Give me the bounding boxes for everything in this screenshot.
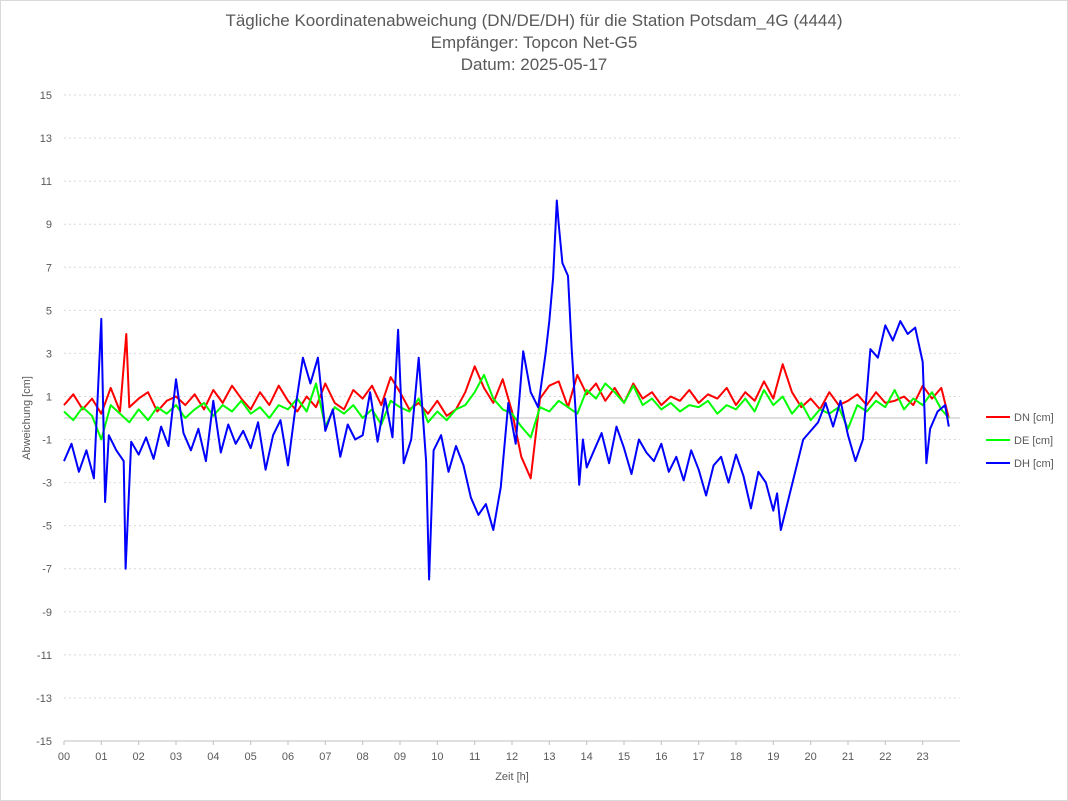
chart-title: Tägliche Koordinatenabweichung (DN/DE/DH…	[225, 11, 843, 30]
x-tick-label: 12	[506, 751, 518, 763]
x-tick-label: 04	[207, 751, 219, 763]
x-tick-label: 18	[730, 751, 742, 763]
series-line-dn	[63, 333, 950, 480]
y-tick-label: -7	[42, 564, 52, 576]
x-tick-label: 22	[879, 751, 891, 763]
x-tick-label: 08	[357, 751, 369, 763]
y-tick-label: -11	[37, 650, 52, 662]
y-tick-label: -9	[42, 607, 52, 619]
x-tick-label: 01	[95, 751, 107, 763]
chart-subtitle: Empfänger: Topcon Net-G5	[430, 33, 638, 52]
y-axis-ticks: 15 13 11 9 7 5 3 1 -1 -3 -5 -7 -9 -11 -13 -15	[36, 90, 52, 748]
y-tick-label: 7	[46, 262, 52, 274]
legend-entry: DE [cm]	[1014, 435, 1053, 447]
y-tick-label: 11	[41, 176, 52, 188]
y-tick-label: 3	[46, 348, 52, 360]
chart-date: Datum: 2025-05-17	[460, 55, 608, 74]
x-tick-label: 19	[767, 751, 779, 763]
legend-entry: DH [cm]	[1014, 458, 1054, 470]
y-tick-label: -3	[42, 478, 52, 490]
y-tick-label: 9	[46, 219, 52, 231]
legend: DN [cm] DE [cm] DH [cm]	[986, 412, 1054, 470]
series-line-dh	[63, 199, 950, 581]
x-tick-label: 17	[693, 751, 705, 763]
x-tick-label: 10	[431, 751, 443, 763]
x-tick-label: 21	[842, 751, 854, 763]
grid-lines	[64, 94, 960, 742]
y-tick-label: -13	[36, 693, 52, 705]
y-tick-label: -5	[42, 521, 52, 533]
x-axis-ticks: 00 01 02 03 04 05 06 07 08 09 10 11 12 13 14 15 16 17 18 19…	[58, 740, 960, 763]
series-lines	[63, 199, 950, 581]
x-tick-label: 02	[133, 751, 145, 763]
x-axis-label: Zeit [h]	[495, 771, 529, 783]
x-tick-label: 07	[319, 751, 331, 763]
y-axis-label: Abweichung [cm]	[21, 376, 33, 460]
y-tick-label: 1	[46, 391, 52, 403]
y-tick-label: 13	[40, 133, 52, 145]
legend-entry: DN [cm]	[1014, 412, 1054, 424]
x-tick-label: 16	[655, 751, 667, 763]
x-tick-label: 11	[469, 751, 480, 763]
y-tick-label: -1	[42, 435, 52, 447]
chart-titles: Tägliche Koordinatenabweichung (DN/DE/DH…	[0, 10, 1068, 76]
y-tick-label: 5	[46, 305, 52, 317]
y-tick-label: 15	[40, 90, 52, 102]
x-tick-label: 20	[805, 751, 817, 763]
x-tick-label: 06	[282, 751, 294, 763]
x-tick-label: 09	[394, 751, 406, 763]
x-tick-label: 03	[170, 751, 182, 763]
y-tick-label: -15	[36, 736, 52, 748]
x-tick-label: 15	[618, 751, 630, 763]
x-tick-label: 13	[543, 751, 555, 763]
x-tick-label: 14	[581, 751, 593, 763]
x-tick-label: 23	[917, 751, 929, 763]
x-tick-label: 00	[58, 751, 70, 763]
x-tick-label: 05	[245, 751, 257, 763]
